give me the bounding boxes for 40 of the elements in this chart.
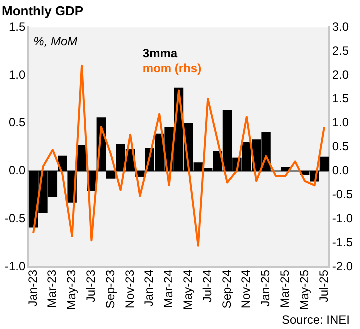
x-tick-label: Jul-23 <box>84 270 98 303</box>
x-tick-label: May-25 <box>297 270 312 310</box>
y2-tick-label: 3.0 <box>332 20 350 34</box>
x-tick-label: Jan-23 <box>26 270 40 307</box>
x-tick-label: Sep-23 <box>103 270 118 309</box>
bar <box>320 156 330 172</box>
x-tick-label: Jan-24 <box>142 270 156 307</box>
y2-tick-label: -1.5 <box>332 235 354 250</box>
x-tick-label: Nov-23 <box>122 270 137 309</box>
text: 3mma <box>142 46 178 61</box>
series-label: mom (rhs) <box>142 62 202 76</box>
y-tick-label: 0.0 <box>8 164 26 178</box>
y2-tick-label: 2.5 <box>332 44 350 58</box>
y2-tick-label: 1.0 <box>332 116 350 130</box>
y-tick-label: -0.5 <box>4 211 26 226</box>
y2-tick-label: -0.5 <box>332 187 354 202</box>
y-tick-label: 0.5 <box>8 116 26 130</box>
x-tick-label: Mar-23 <box>45 270 60 308</box>
y2-tick-label: 0.0 <box>332 164 350 178</box>
x-tick-label: Mar-24 <box>162 270 176 308</box>
x-tick-label: Nov-24 <box>239 270 254 309</box>
y-tick-label: -1.0 <box>4 259 26 274</box>
y-tick-label: 1.5 <box>8 20 26 34</box>
bar <box>106 171 116 179</box>
x-tick-label: Jan-25 <box>258 270 273 307</box>
x-tick-label: Sep-24 <box>220 270 234 309</box>
x-tick-label: Jul-24 <box>200 270 214 303</box>
y2-tick-label: 0.5 <box>332 140 350 154</box>
x-tick-label: Jul-25 <box>316 270 331 303</box>
y2-tick-label: 1.5 <box>332 92 350 106</box>
chart-title: Monthly GDP <box>2 3 84 18</box>
x-tick-label: May-24 <box>181 270 196 310</box>
x-tick-label: Mar-25 <box>278 270 292 308</box>
source-note: Source: INEI <box>282 313 350 327</box>
y2-tick-label: -2.0 <box>332 259 354 274</box>
y2-tick-label: 2.0 <box>332 68 350 82</box>
annotation: %, MoM <box>34 34 78 49</box>
y-tick-label: 1.0 <box>8 68 26 82</box>
y2-tick-label: -1.0 <box>332 211 354 226</box>
x-tick-label: May-23 <box>64 270 79 310</box>
